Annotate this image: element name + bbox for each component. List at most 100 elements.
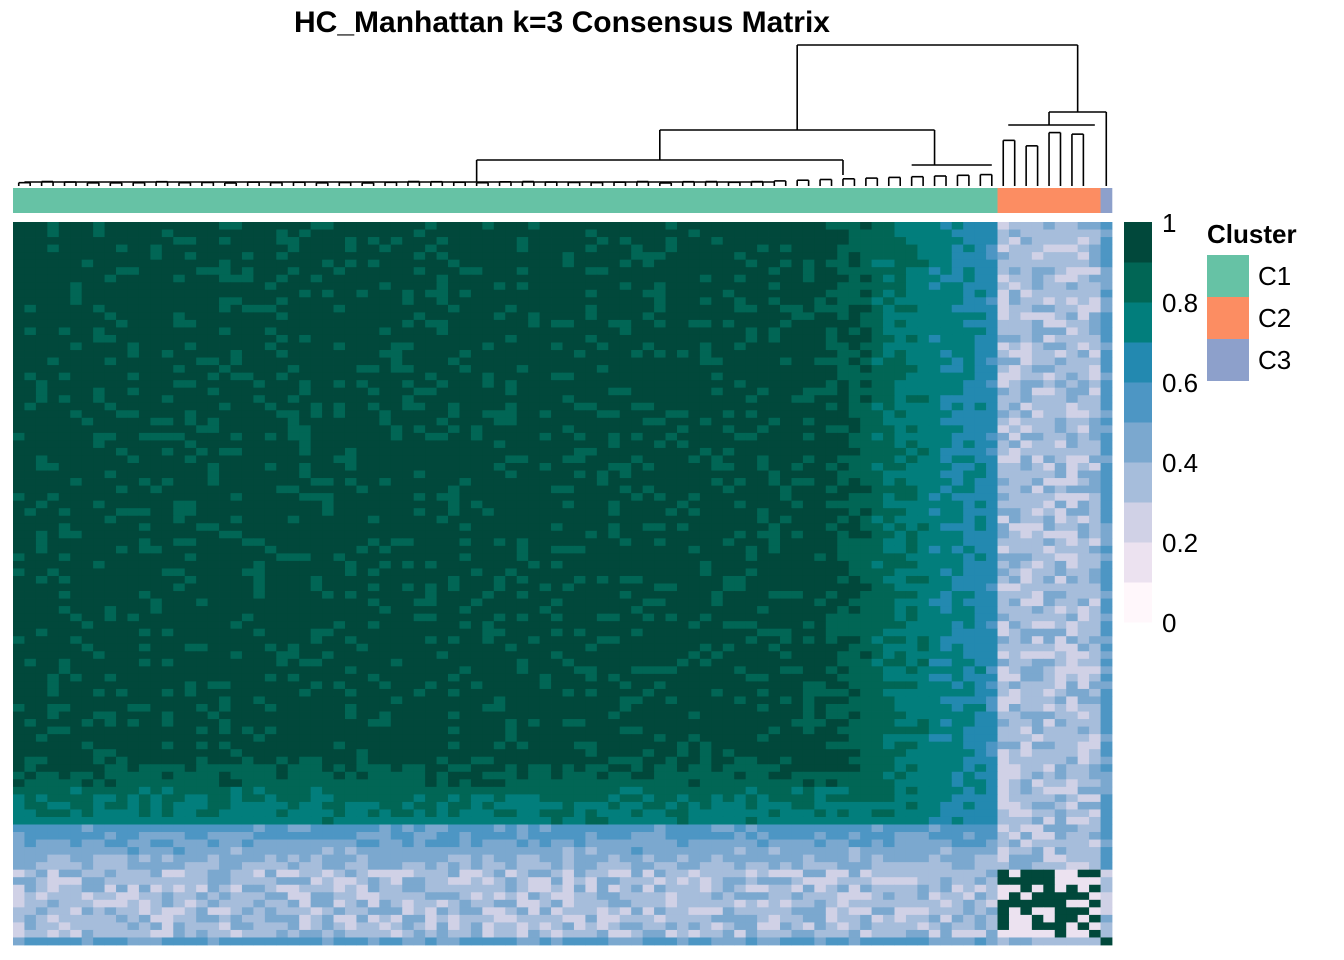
heatmap-cell xyxy=(81,372,94,381)
heatmap-cell xyxy=(642,493,655,502)
heatmap-cell xyxy=(631,372,644,381)
heatmap-cell xyxy=(47,493,60,502)
heatmap-cell xyxy=(310,380,323,389)
heatmap-cell xyxy=(963,553,976,562)
heatmap-cell xyxy=(654,583,666,592)
heatmap-cell xyxy=(871,282,884,291)
heatmap-cell xyxy=(734,387,747,396)
heatmap-cell xyxy=(745,402,758,411)
heatmap-cell xyxy=(997,372,1010,381)
heatmap-cell xyxy=(780,387,792,396)
heatmap-cell xyxy=(1066,583,1079,592)
heatmap-cell xyxy=(322,222,334,230)
heatmap-cell xyxy=(1066,274,1079,283)
heatmap-cell xyxy=(356,402,369,411)
heatmap-cell xyxy=(837,319,850,328)
heatmap-cell xyxy=(35,327,48,336)
heatmap-cell xyxy=(780,259,792,268)
heatmap-cell xyxy=(505,447,518,456)
heatmap-cell xyxy=(196,380,209,389)
heatmap-cell xyxy=(241,297,254,306)
heatmap-cell xyxy=(940,334,953,343)
heatmap-cell xyxy=(871,365,884,374)
heatmap-cell xyxy=(333,425,346,434)
heatmap-cell xyxy=(299,259,312,268)
heatmap-cell xyxy=(287,515,300,524)
heatmap-cell xyxy=(184,297,197,306)
heatmap-cell xyxy=(573,244,586,253)
heatmap-cell xyxy=(986,493,998,502)
heatmap-cell xyxy=(367,447,380,456)
heatmap-cell xyxy=(596,237,609,245)
heatmap-cell xyxy=(379,312,392,321)
heatmap-cell xyxy=(802,402,815,411)
heatmap-cell xyxy=(459,568,472,577)
heatmap-cell xyxy=(367,591,380,599)
heatmap-cell xyxy=(322,432,334,441)
heatmap-cell xyxy=(482,425,495,434)
heatmap-cell xyxy=(848,493,861,502)
heatmap-cell xyxy=(585,312,598,321)
heatmap-cell xyxy=(619,380,632,389)
heatmap-cell xyxy=(963,530,976,539)
heatmap-cell xyxy=(1100,560,1113,569)
heatmap-cell xyxy=(780,560,792,569)
heatmap-cell xyxy=(631,365,644,374)
heatmap-cell xyxy=(173,402,186,411)
heatmap-cell xyxy=(573,591,586,599)
heatmap-cell xyxy=(642,508,655,517)
heatmap-cell xyxy=(528,357,541,366)
heatmap-cell xyxy=(814,304,827,313)
heatmap-cell xyxy=(47,312,60,321)
heatmap-cell xyxy=(35,410,48,419)
heatmap-cell xyxy=(356,591,369,599)
heatmap-cell xyxy=(207,523,220,532)
heatmap-cell xyxy=(264,598,277,607)
heatmap-cell xyxy=(127,387,140,396)
heatmap-cell xyxy=(47,417,60,426)
heatmap-cell xyxy=(917,500,930,509)
heatmap-cell xyxy=(654,440,666,449)
heatmap-cell xyxy=(665,455,678,464)
heatmap-cell xyxy=(997,244,1010,253)
heatmap-cell xyxy=(1043,447,1056,456)
heatmap-cell xyxy=(539,410,552,419)
heatmap-cell xyxy=(802,560,815,569)
heatmap-cell xyxy=(1031,470,1044,479)
heatmap-cell xyxy=(93,410,105,419)
heatmap-cell xyxy=(116,365,128,374)
heatmap-cell xyxy=(1100,500,1113,509)
heatmap-cell xyxy=(264,289,277,298)
heatmap-cell xyxy=(413,478,426,486)
heatmap-cell xyxy=(448,229,460,238)
heatmap-cell xyxy=(264,530,277,539)
heatmap-cell xyxy=(573,342,586,351)
heatmap-cell xyxy=(379,508,392,517)
heatmap-cell xyxy=(928,402,941,411)
heatmap-cell xyxy=(81,387,94,396)
heatmap-cell xyxy=(619,259,632,268)
heatmap-cell xyxy=(928,237,941,245)
heatmap-cell xyxy=(791,342,804,351)
heatmap-cell xyxy=(860,402,872,411)
heatmap-cell xyxy=(127,523,140,532)
heatmap-cell xyxy=(379,282,392,291)
heatmap-cell xyxy=(505,244,518,253)
heatmap-cell xyxy=(390,485,403,494)
heatmap-cell xyxy=(814,500,827,509)
heatmap-cell xyxy=(848,440,861,449)
heatmap-cell xyxy=(47,350,60,358)
heatmap-cell xyxy=(802,440,815,449)
heatmap-cell xyxy=(81,319,94,328)
heatmap-cell xyxy=(367,508,380,517)
heatmap-cell xyxy=(333,440,346,449)
heatmap-cell xyxy=(81,259,94,268)
heatmap-cell xyxy=(1031,229,1044,238)
heatmap-cell xyxy=(608,267,621,276)
heatmap-cell xyxy=(356,319,369,328)
heatmap-cell xyxy=(722,229,735,238)
heatmap-cell xyxy=(951,259,964,268)
heatmap-cell xyxy=(883,274,895,283)
heatmap-cell xyxy=(608,545,621,554)
heatmap-cell xyxy=(516,244,529,253)
